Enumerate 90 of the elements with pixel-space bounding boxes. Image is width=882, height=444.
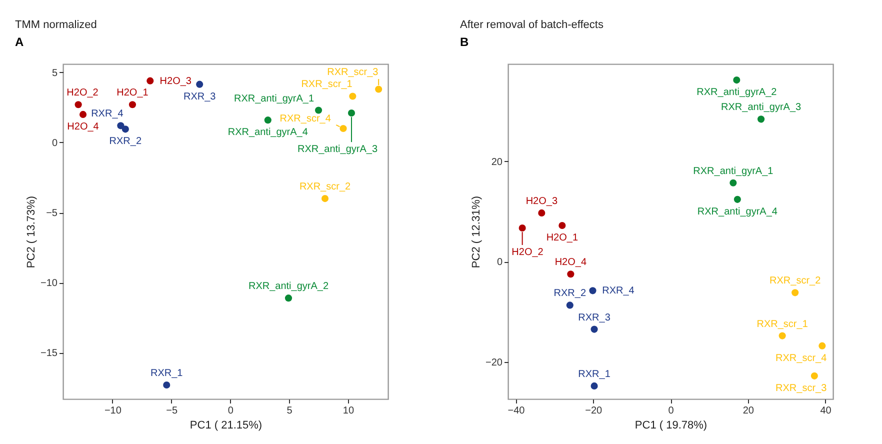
text: A <box>15 35 24 49</box>
x-tick-label: 5 <box>286 406 293 416</box>
annotation: RXR_anti_gyrA_2 <box>696 87 778 98</box>
annotation: H2O_3 <box>160 76 192 87</box>
x-tick-label: 0 <box>228 406 234 416</box>
x-tick-label: −40 <box>508 406 526 416</box>
y-tick-label: −15 <box>40 348 58 360</box>
point <box>758 116 765 123</box>
point <box>321 195 329 202</box>
point <box>590 382 598 390</box>
x-axis-title: PC1 ( 21.15%) <box>190 420 262 432</box>
y-axis-title: PC2 ( 13.73%) <box>26 196 38 268</box>
point <box>340 124 347 132</box>
point <box>196 80 204 88</box>
y-axis-title: PC2 ( 12.31%) <box>470 196 483 268</box>
point <box>117 122 124 130</box>
annotation: RXR_scr_1 <box>301 79 353 90</box>
point <box>590 326 598 333</box>
point <box>74 101 82 108</box>
chart-title: TMM normalized <box>15 19 97 31</box>
annotation: RXR_anti_gyrA_1 <box>693 166 774 177</box>
annotation: RXR_4 <box>602 286 635 297</box>
point <box>264 116 272 124</box>
point <box>79 110 87 118</box>
point <box>558 222 566 230</box>
annotation: RXR_scr_3 <box>776 382 828 394</box>
annotation: H2O_4 <box>554 257 587 268</box>
annotation: RXR_1 <box>150 368 184 379</box>
point <box>589 287 596 294</box>
x-tick-label: 10 <box>342 406 354 416</box>
annotation: RXR_2 <box>554 288 586 300</box>
point <box>733 76 740 84</box>
annotation: RXR_2 <box>109 136 142 148</box>
point <box>730 179 737 186</box>
y-tick-label: 20 <box>491 156 503 168</box>
point <box>314 106 322 114</box>
point <box>538 209 546 216</box>
annotation: RXR_scr_2 <box>770 276 822 287</box>
annotation: RXR_4 <box>91 108 124 120</box>
annotation: RXR_scr_4 <box>776 352 828 364</box>
point <box>567 270 574 278</box>
y-tick-label: −10 <box>40 278 58 290</box>
point <box>810 372 818 380</box>
annotation: RXR_3 <box>578 312 611 324</box>
chart-title: After removal of batch-effects <box>460 19 604 31</box>
y-tick-label: 0 <box>496 257 503 268</box>
point <box>128 101 136 108</box>
annotation: RXR_anti_gyrA_3 <box>297 144 378 156</box>
text: B <box>460 35 469 49</box>
point <box>375 86 382 93</box>
annotation: RXR_scr_2 <box>299 182 351 193</box>
point <box>348 110 356 117</box>
annotation: H2O_1 <box>546 232 578 244</box>
annotation: RXR_anti_gyrA_2 <box>248 281 329 292</box>
point <box>818 342 826 350</box>
x-tick-label: −20 <box>585 406 603 416</box>
point <box>792 289 799 296</box>
x-tick-label: −5 <box>166 406 178 416</box>
annotation: H2O_2 <box>512 246 544 258</box>
x-tick-label: 20 <box>742 406 754 416</box>
annotation: RXR_1 <box>578 368 611 380</box>
y-tick-label: 0 <box>52 138 58 149</box>
point <box>566 302 574 309</box>
y-tick-label: −5 <box>46 208 58 220</box>
annotation: H2O_4 <box>67 121 100 132</box>
x-tick-label: −10 <box>104 406 122 416</box>
annotation: RXR_anti_gyrA_1 <box>234 93 314 104</box>
annotation: RXR_anti_gyrA_4 <box>228 127 308 138</box>
point <box>734 196 741 203</box>
point <box>163 381 170 389</box>
x-axis-title: PC1 ( 19.78%) <box>634 420 708 432</box>
annotation: RXR_scr_4 <box>280 113 332 124</box>
annotation: RXR_3 <box>183 91 216 102</box>
annotation: RXR_scr_3 <box>327 67 379 78</box>
annotation: RXR_anti_gyrA_3 <box>721 102 802 114</box>
point <box>518 224 526 232</box>
annotation: RXR_scr_1 <box>756 318 808 330</box>
point <box>349 92 356 100</box>
x-tick-label: 40 <box>820 406 832 416</box>
y-tick-label: −20 <box>486 357 503 368</box>
point <box>146 77 154 84</box>
annotation: H2O_3 <box>526 196 558 207</box>
x-tick-label: 0 <box>668 406 674 416</box>
annotation: RXR_anti_gyrA_4 <box>697 206 778 218</box>
point <box>122 126 129 133</box>
annotation: H2O_2 <box>66 88 99 99</box>
y-tick-label: 5 <box>52 68 58 79</box>
point <box>778 332 786 340</box>
point <box>284 294 292 302</box>
annotation: H2O_1 <box>116 88 149 99</box>
